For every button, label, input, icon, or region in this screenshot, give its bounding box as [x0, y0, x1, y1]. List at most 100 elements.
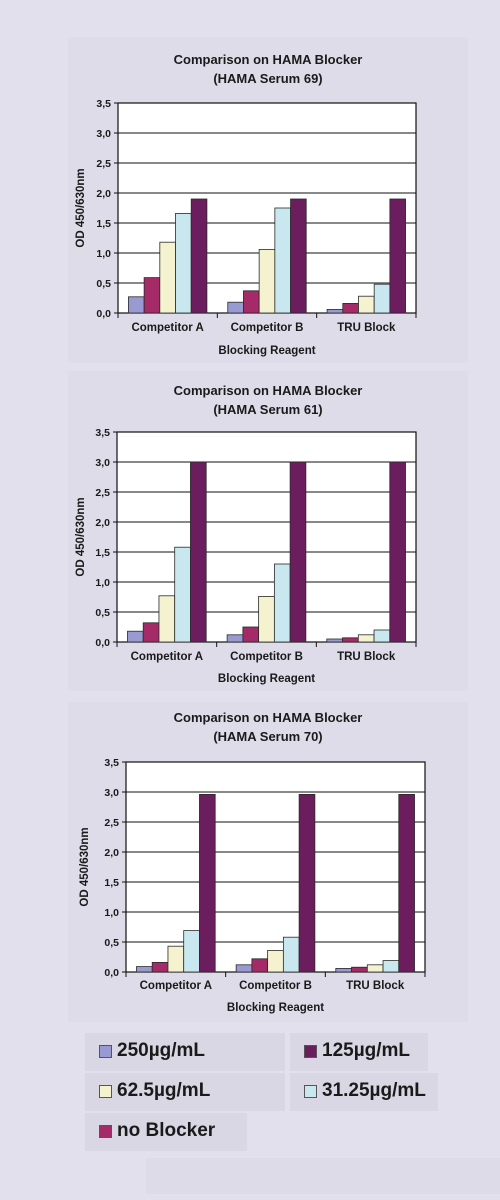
y-tick-label: 0,0: [104, 967, 119, 979]
x-axis-label: Blocking Reagent: [218, 345, 315, 357]
y-tick-label: 2,5: [95, 487, 110, 499]
bar-serum-61-62-5-2: [357, 634, 375, 643]
legend-swatch-no-blocker: [99, 1125, 112, 1138]
y-tick-label: 3,5: [104, 757, 119, 769]
bar-serum-61-125-1: [289, 461, 307, 643]
bar-serum-61-no_blocker-2: [342, 637, 359, 643]
bar-serum-61-no_blocker-0: [142, 622, 160, 643]
y-tick-label: 2,0: [95, 517, 110, 529]
y-tick-label: 2,5: [96, 158, 111, 170]
legend-item-125: 125µg/mL: [290, 1033, 428, 1071]
chart-panel-serum-70: Comparison on HAMA Blocker (HAMA Serum 70…: [68, 702, 468, 1022]
bar-serum-69-250-2: [326, 308, 344, 314]
chart-title-line: (HAMA Serum 69): [213, 71, 322, 86]
bar-serum-69-31-25-1: [274, 207, 291, 314]
category-label: Competitor B: [231, 322, 304, 334]
bar-serum-61-31-25-0: [174, 546, 191, 643]
y-tick-label: 3,5: [95, 427, 110, 439]
bar-serum-69-250-1: [227, 301, 244, 314]
y-axis-label: OD 450/630nm: [79, 827, 91, 906]
y-tick-label: 0,0: [95, 637, 110, 649]
bar-serum-61-62-5-0: [158, 595, 176, 643]
chart-serum-70: Comparison on HAMA Blocker (HAMA Serum 70…: [79, 710, 426, 1014]
y-tick-label: 3,0: [104, 787, 119, 799]
chart-serum-61: Comparison on HAMA Blocker (HAMA Serum 61…: [75, 383, 417, 685]
x-axis-label: Blocking Reagent: [218, 673, 315, 685]
legend-item-31-25: 31.25µg/mL: [290, 1073, 438, 1111]
bar-serum-61-31-25-2: [373, 629, 391, 643]
chart-title-line: (HAMA Serum 61): [213, 402, 322, 417]
bar-serum-69-no_blocker-2: [342, 302, 359, 314]
bar-serum-69-125-2: [389, 198, 406, 314]
bar-serum-61-125-2: [389, 461, 406, 643]
legend-label-no-blocker: no Blocker: [117, 1120, 216, 1141]
bar-serum-61-250-1: [226, 634, 244, 643]
legend-label-250: 250µg/mL: [117, 1040, 206, 1061]
bar-serum-61-250-0: [127, 630, 144, 643]
bar-serum-69-no_blocker-1: [243, 290, 260, 314]
bar-serum-70-31-25-0: [183, 930, 200, 973]
legend-item-62-5: 62.5µg/mL: [85, 1073, 285, 1111]
chart-panel-serum-61: Comparison on HAMA Blocker (HAMA Serum 61…: [68, 371, 468, 691]
legend-swatch-62-5: [99, 1085, 112, 1098]
category-label: Competitor B: [230, 651, 303, 663]
y-tick-label: 2,0: [104, 847, 119, 859]
empty-footer-box: [146, 1158, 500, 1194]
y-tick-label: 1,5: [104, 877, 119, 889]
bar-serum-61-62-5-1: [258, 595, 275, 643]
chart-title-line: Comparison on HAMA Blocker: [174, 383, 363, 398]
bar-serum-70-250-0: [136, 966, 153, 973]
bar-serum-70-no_blocker-2: [351, 966, 368, 973]
bar-serum-70-62-5-1: [267, 949, 284, 973]
bar-serum-70-250-2: [335, 967, 352, 973]
y-axis-label: OD 450/630nm: [75, 497, 87, 576]
legend-item-250: 250µg/mL: [85, 1033, 285, 1071]
category-label: Competitor A: [131, 322, 203, 334]
bar-serum-70-no_blocker-0: [151, 961, 169, 973]
category-label: Competitor B: [239, 980, 312, 992]
chart-panel-serum-69: Comparison on HAMA Blocker (HAMA Serum 69…: [68, 37, 468, 363]
bar-serum-69-62-5-1: [258, 248, 276, 314]
y-tick-label: 2,0: [96, 188, 111, 200]
legend-swatch-125: [304, 1045, 317, 1058]
bar-serum-70-62-5-2: [366, 964, 384, 973]
bar-serum-69-125-0: [190, 198, 208, 314]
y-tick-label: 0,0: [96, 308, 111, 320]
legend-label-31-25: 31.25µg/mL: [322, 1080, 426, 1101]
y-tick-label: 1,0: [95, 577, 110, 589]
category-label: Competitor A: [131, 651, 203, 663]
bar-serum-61-31-25-1: [273, 563, 291, 643]
chart-title-line: Comparison on HAMA Blocker: [174, 52, 363, 67]
y-tick-label: 1,0: [104, 907, 119, 919]
bar-serum-70-no_blocker-1: [251, 958, 269, 973]
bar-serum-69-no_blocker-0: [143, 277, 161, 314]
y-tick-label: 1,0: [96, 248, 111, 260]
legend-item-no-blocker: no Blocker: [85, 1113, 247, 1151]
category-label: Competitor A: [140, 980, 212, 992]
bar-serum-70-125-2: [398, 794, 415, 973]
y-tick-label: 1,5: [95, 547, 110, 559]
bar-serum-70-250-1: [235, 964, 253, 973]
category-label: TRU Block: [346, 980, 405, 992]
bar-serum-70-125-0: [199, 794, 216, 973]
bar-serum-69-31-25-0: [175, 212, 192, 314]
y-axis-label: OD 450/630nm: [75, 168, 87, 247]
x-axis-label: Blocking Reagent: [227, 1002, 324, 1014]
y-tick-label: 0,5: [104, 937, 119, 949]
chart-title-line: (HAMA Serum 70): [213, 729, 322, 744]
y-tick-label: 3,0: [95, 457, 110, 469]
chart-title-line: Comparison on HAMA Blocker: [174, 710, 363, 725]
y-tick-label: 1,5: [96, 218, 111, 230]
y-tick-label: 3,5: [96, 98, 111, 110]
category-label: TRU Block: [337, 322, 396, 334]
bar-serum-69-62-5-0: [159, 241, 176, 314]
bar-serum-70-31-25-1: [282, 936, 300, 973]
bar-serum-70-125-1: [298, 794, 316, 973]
y-tick-label: 2,5: [104, 817, 119, 829]
bar-serum-61-no_blocker-1: [242, 626, 260, 643]
y-tick-label: 0,5: [95, 607, 110, 619]
legend-swatch-250: [99, 1045, 112, 1058]
bar-serum-61-125-0: [190, 461, 207, 643]
legend-swatch-31-25: [304, 1085, 317, 1098]
category-label: TRU Block: [337, 651, 396, 663]
